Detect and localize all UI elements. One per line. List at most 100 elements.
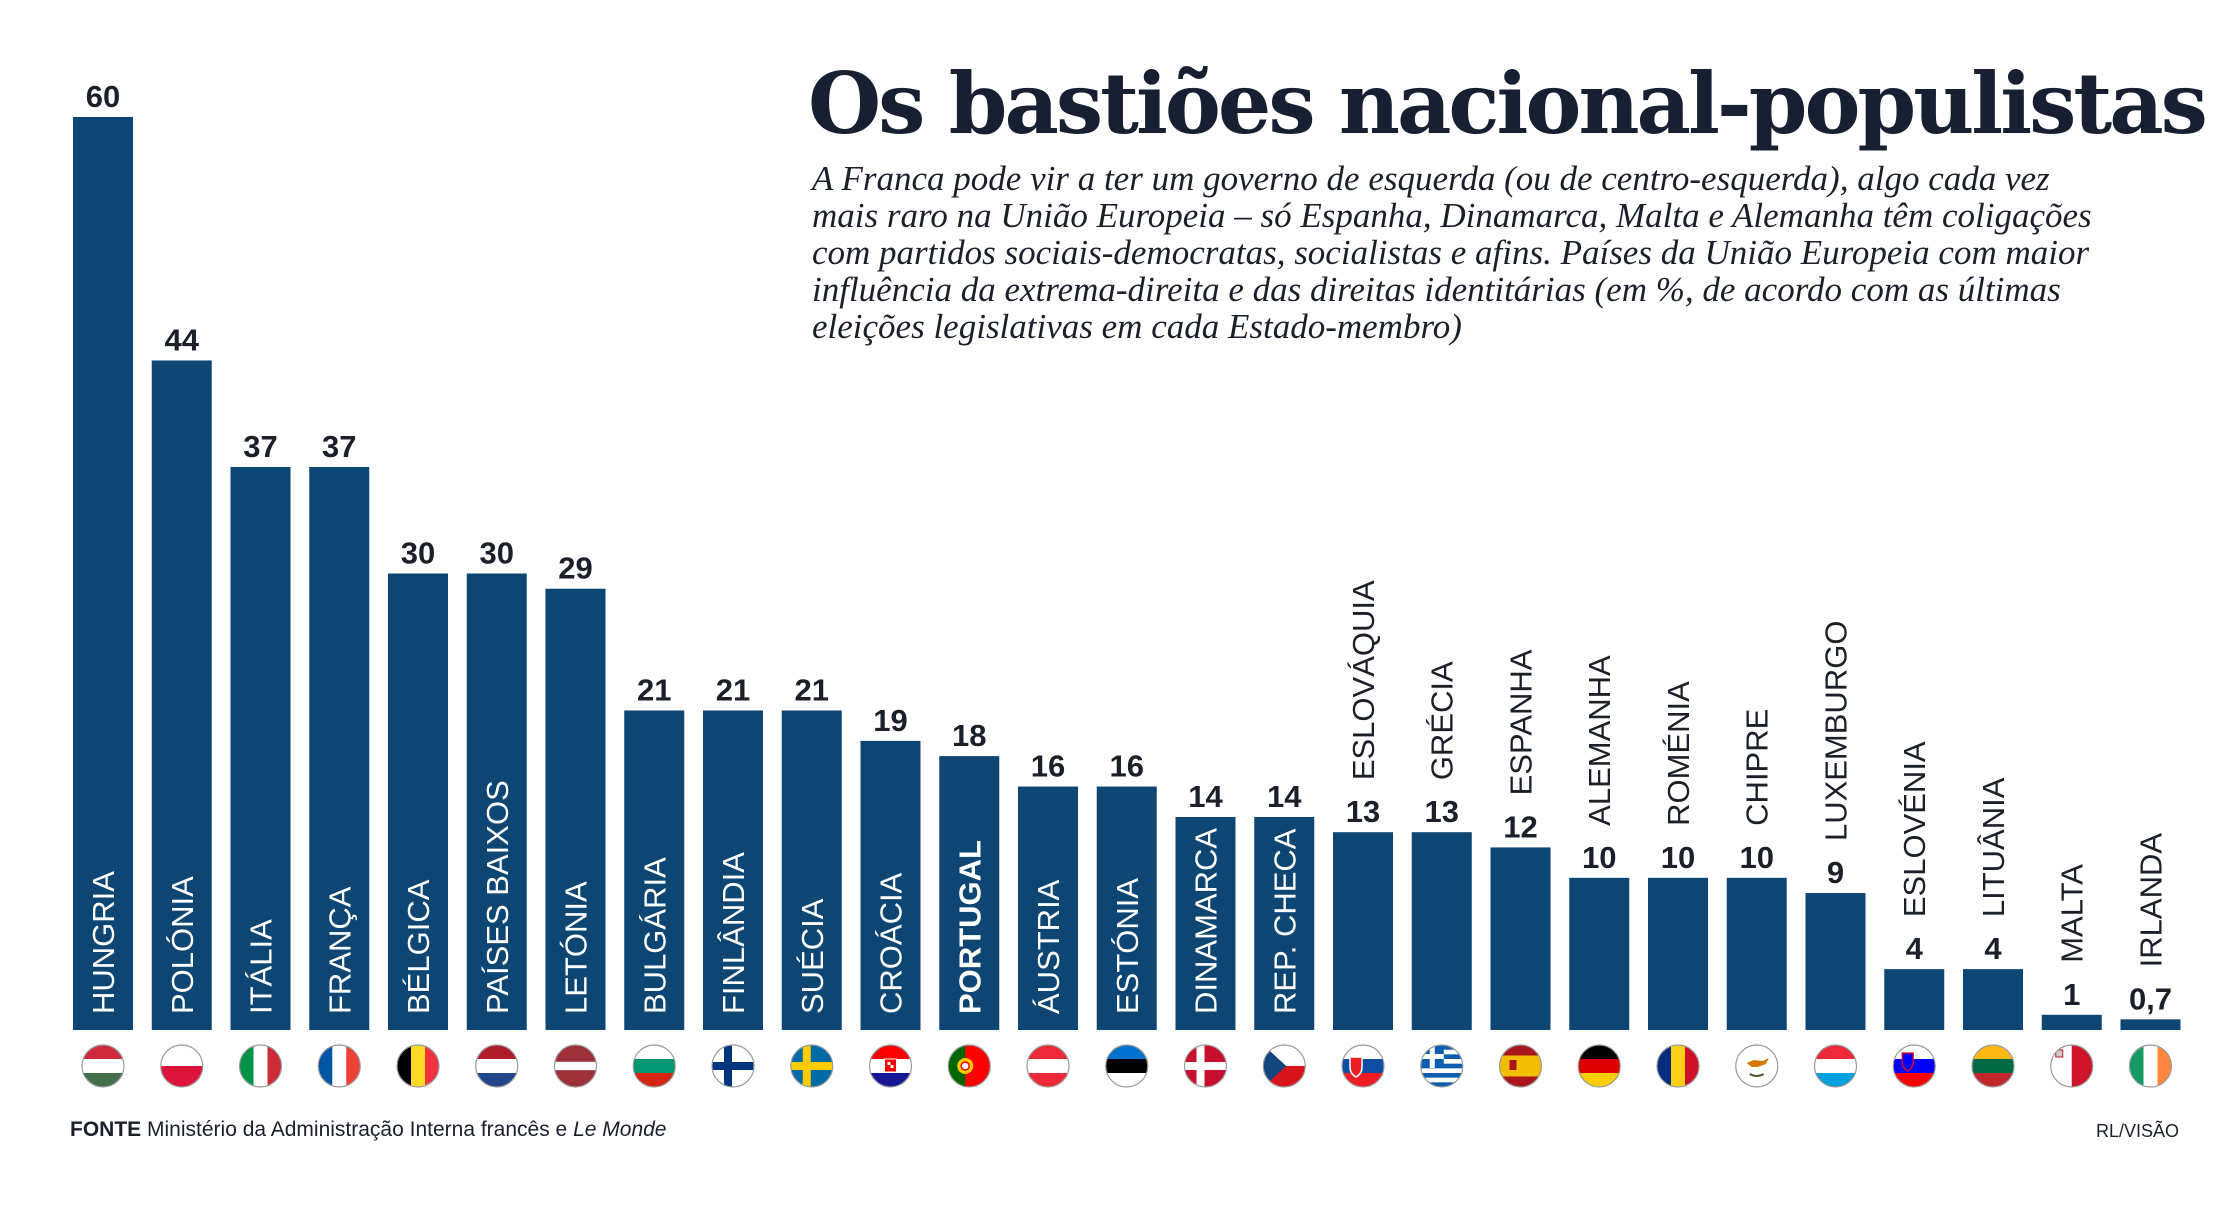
category-label: SUÉCIA xyxy=(795,898,830,1014)
flag-outline xyxy=(1183,1044,1228,1088)
bar-chipre xyxy=(1726,877,1787,1030)
value-label: 44 xyxy=(165,322,200,357)
flag-outline xyxy=(1577,1044,1621,1088)
value-label: 16 xyxy=(1031,749,1065,784)
bar-pa-ses-baixos xyxy=(466,573,527,1030)
source-label: FONTE xyxy=(70,1118,142,1141)
value-label: 21 xyxy=(637,672,671,707)
bar-finl-ndia xyxy=(703,710,763,1030)
bar-gr-cia xyxy=(1411,832,1472,1030)
value-label: 10 xyxy=(1661,840,1695,875)
bar-hungria xyxy=(73,117,133,1030)
value-label: 18 xyxy=(952,718,986,753)
flag-outline xyxy=(1341,1044,1385,1088)
category-label: POLÓNIA xyxy=(165,876,200,1014)
austria-flag-icon xyxy=(1027,1045,1069,1087)
category-label: FRANÇA xyxy=(322,886,357,1014)
flag-outline xyxy=(1735,1044,1779,1088)
luxembourg-flag-icon xyxy=(1814,1045,1857,1087)
category-label: PAÍSES BAIXOS xyxy=(480,780,515,1014)
slovakia-flag-icon xyxy=(1342,1045,1384,1087)
bar-it-lia xyxy=(230,466,291,1030)
slovenia-flag-icon xyxy=(1893,1045,1936,1087)
source-italic: Le Monde xyxy=(573,1118,667,1141)
croatia-flag-icon xyxy=(869,1045,912,1087)
flag-outline xyxy=(238,1044,283,1088)
flag-outline xyxy=(1262,1044,1306,1088)
value-label: 14 xyxy=(1267,779,1302,814)
value-label: 60 xyxy=(86,79,120,114)
malta-flag-icon xyxy=(2050,1045,2093,1087)
bar-dinamarca xyxy=(1175,816,1236,1030)
romania-flag-icon xyxy=(1657,1045,1699,1087)
flag-outline xyxy=(947,1044,991,1088)
value-label: 4 xyxy=(1906,931,1924,966)
bar-let-nia xyxy=(545,588,606,1030)
belgium-flag-icon xyxy=(397,1045,439,1087)
category-label: MALTA xyxy=(2055,864,2090,963)
flag-outline xyxy=(81,1044,125,1088)
category-label: IRLANDA xyxy=(2134,833,2169,968)
value-label: 4 xyxy=(1984,931,2002,966)
value-label: 14 xyxy=(1188,779,1223,814)
category-label: CHIPRE xyxy=(1740,709,1775,826)
bar-b-lgica xyxy=(388,573,448,1030)
sweden-flag-icon xyxy=(790,1045,833,1087)
bar-eslov-nia xyxy=(1884,969,1945,1030)
chart-title: Os bastiões nacional-populistas xyxy=(808,54,2208,153)
category-label: DINAMARCA xyxy=(1189,828,1224,1014)
germany-flag-icon xyxy=(1578,1045,1621,1087)
value-label: 16 xyxy=(1110,749,1144,784)
flag-outline xyxy=(711,1044,755,1088)
value-label: 0,7 xyxy=(2129,981,2172,1016)
bar-bulg-ria xyxy=(624,710,685,1030)
flag-outline xyxy=(2050,1044,2094,1088)
cyprus-flag-icon xyxy=(1735,1045,1778,1087)
flag-outline xyxy=(2128,1044,2173,1088)
denmark-flag-icon xyxy=(1184,1045,1227,1087)
category-label: ESTÓNIA xyxy=(1110,878,1145,1014)
flag-outline xyxy=(1892,1044,1936,1088)
value-label: 13 xyxy=(1346,794,1380,829)
flag-outline xyxy=(1656,1044,1700,1088)
flag-outline xyxy=(475,1044,519,1088)
value-label: 10 xyxy=(1740,840,1774,875)
category-label: REP. CHECA xyxy=(1267,828,1302,1014)
category-label: LETÓNIA xyxy=(559,881,594,1014)
flag-outline xyxy=(1498,1044,1543,1088)
flag-outline xyxy=(868,1044,913,1088)
value-label: 9 xyxy=(1827,855,1844,890)
category-label: ÁUSTRIA xyxy=(1031,879,1066,1014)
source-text: Ministério da Administração Interna fran… xyxy=(147,1118,568,1141)
flag-outline xyxy=(553,1044,598,1088)
bar-eslov-quia xyxy=(1333,832,1393,1030)
credit: RL/VISÃO xyxy=(2095,1121,2179,1141)
flag-outline xyxy=(1026,1044,1070,1088)
flag-outline xyxy=(1420,1044,1464,1088)
category-label: GRÉCIA xyxy=(1425,661,1460,780)
category-label: ESPANHA xyxy=(1504,649,1539,795)
finland-flag-icon xyxy=(712,1045,754,1087)
category-label: LITUÂNIA xyxy=(1976,777,2011,917)
portugal-flag-icon xyxy=(948,1045,991,1087)
value-label: 10 xyxy=(1582,840,1616,875)
hungary-flag-icon xyxy=(82,1045,124,1087)
category-label: BÉLGICA xyxy=(401,879,436,1014)
bar-luxemburgo xyxy=(1805,893,1866,1030)
value-label: 37 xyxy=(243,429,277,464)
lithuania-flag-icon xyxy=(1972,1045,2014,1087)
category-label: ROMÉNIA xyxy=(1661,681,1696,826)
category-label: CROÁCIA xyxy=(874,872,909,1014)
category-label: LUXEMBURGO xyxy=(1819,621,1854,841)
category-label: HUNGRIA xyxy=(86,871,121,1014)
value-label: 21 xyxy=(795,672,829,707)
flag-outline xyxy=(1105,1044,1149,1088)
czechia-flag-icon xyxy=(1263,1045,1306,1087)
flag-outline xyxy=(396,1044,440,1088)
bar-rep-checa xyxy=(1254,816,1315,1030)
bar-litu-nia xyxy=(1963,969,2023,1030)
bar-irlanda xyxy=(2120,1019,2181,1030)
value-label: 12 xyxy=(1503,809,1537,844)
source-note: FONTE Ministério da Administração Intern… xyxy=(70,1118,666,1142)
bar-alemanha xyxy=(1569,877,1630,1030)
